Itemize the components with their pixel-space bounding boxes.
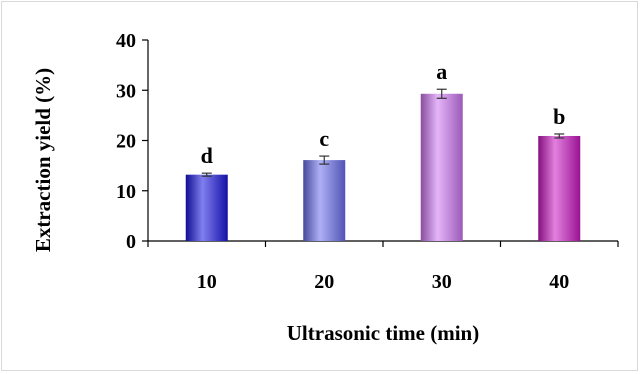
y-tick-label: 0: [126, 231, 136, 253]
bar: [538, 135, 581, 241]
bar: [420, 93, 463, 241]
labels: 0 10 20 30 40 d 10 c 20 a 30 b 40: [116, 30, 569, 293]
y-tick-label: 40: [116, 30, 136, 52]
x-axis-title: Ultrasonic time (min): [287, 321, 479, 345]
bars: [185, 88, 581, 241]
x-tick-label: 10: [197, 271, 217, 293]
bar: [185, 174, 228, 241]
x-tick-label: 30: [432, 271, 452, 293]
x-tick-label: 40: [549, 271, 569, 293]
significance-label: b: [553, 104, 565, 129]
y-tick-label: 30: [116, 80, 136, 102]
significance-label: a: [436, 59, 447, 84]
significance-label: c: [319, 126, 329, 151]
y-tick-label: 10: [116, 181, 136, 203]
significance-label: d: [201, 143, 213, 168]
bar: [303, 160, 346, 241]
y-axis-title: Extraction yield (%): [31, 68, 55, 252]
x-tick-label: 20: [314, 271, 334, 293]
y-tick-label: 20: [116, 131, 136, 153]
